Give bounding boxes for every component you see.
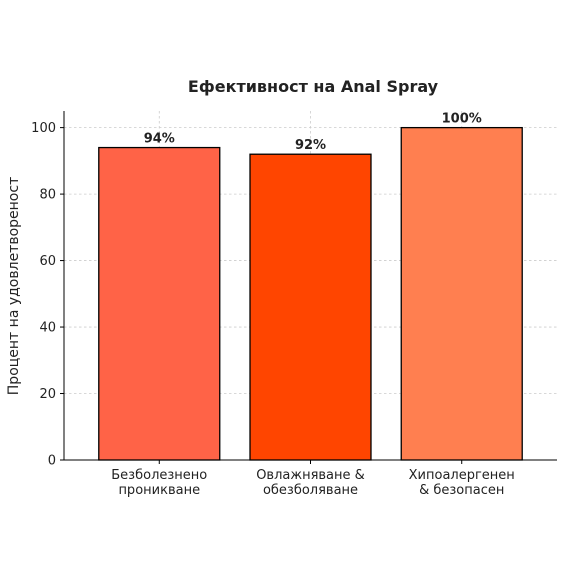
chart-title: Ефективност на Anal Spray [188,77,439,96]
bars [98,126,523,461]
data-label: 94% [144,132,175,147]
x-tick-label: Хипоалергенен [409,468,515,483]
x-tick-label: обезболяване [263,483,358,498]
bar [400,126,523,461]
x-tick-label: Овлажняване & [256,468,365,483]
y-tick-label: 40 [39,321,56,336]
data-label: 100% [442,112,482,127]
y-tick-label: 80 [39,188,56,203]
data-labels: 94% 92% 100% [144,112,482,154]
x-tick-label: проникване [118,483,200,498]
bar [98,146,221,461]
x-tick-label: Безболезнено [111,468,207,483]
bar [249,153,372,461]
y-tick-label: 60 [39,254,56,269]
data-label: 92% [295,138,326,153]
y-tick-label: 0 [48,454,56,469]
y-tick-label: 20 [39,387,56,402]
x-tick-label: & безопасен [419,483,504,498]
y-axis-label: Процент на удовлетвореност [6,177,22,395]
y-tick-label: 100 [31,121,56,136]
